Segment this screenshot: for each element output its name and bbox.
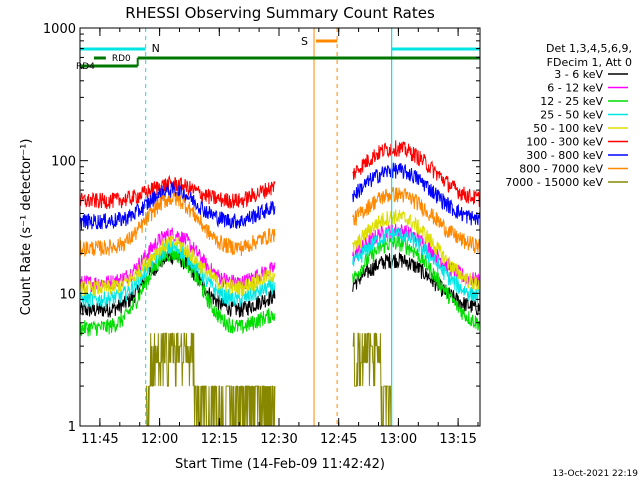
y-axis-label: Count Rate (s⁻¹ detector⁻¹) xyxy=(19,139,34,316)
saa-label: S xyxy=(301,35,308,48)
y-tick-label: 100 xyxy=(51,155,76,170)
x-tick-label: 12:30 xyxy=(260,432,297,447)
legend-header-line: Det 1,3,4,5,6,9, xyxy=(546,42,632,55)
series-line-8-2 xyxy=(352,332,392,426)
series-line-5-1 xyxy=(80,174,276,210)
x-tick-label: 12:00 xyxy=(141,432,178,447)
legend-entry-label: 50 - 100 keV xyxy=(533,122,603,135)
x-tick-label: 12:45 xyxy=(320,432,357,447)
series-line-2-2 xyxy=(352,235,480,331)
legend-entry-label: 25 - 50 keV xyxy=(540,109,603,122)
y-tick-label: 1000 xyxy=(43,22,76,37)
x-tick-label: 13:15 xyxy=(439,432,476,447)
x-tick-label: 13:00 xyxy=(380,432,417,447)
series-line-5-2 xyxy=(352,140,480,207)
series-line-4-1 xyxy=(80,235,276,297)
legend-entry-label: 7000 - 15000 keV xyxy=(505,176,603,189)
legend: Det 1,3,4,5,6,9,FDecim 1, Att 03 - 6 keV… xyxy=(505,42,632,189)
legend-header-line: FDecim 1, Att 0 xyxy=(547,56,632,69)
legend-entry-label: 3 - 6 keV xyxy=(554,68,603,81)
series-line-0-2 xyxy=(352,252,480,316)
y-tick-label: 10 xyxy=(59,287,76,302)
chart-title: RHESSI Observing Summary Count Rates xyxy=(125,4,435,22)
legend-entry-label: 100 - 300 keV xyxy=(526,136,603,149)
legend-entry-label: 6 - 12 keV xyxy=(547,82,603,95)
series-layer xyxy=(80,140,480,426)
legend-entry-label: 12 - 25 keV xyxy=(540,95,603,108)
x-axis-label: Start Time (14-Feb-09 11:42:42) xyxy=(175,457,385,472)
night-label: N xyxy=(152,42,160,55)
rd0-label: RD0 xyxy=(112,54,131,64)
footer-date: 13-Oct-2021 22:19 xyxy=(553,469,639,479)
axes-layer: 11:45 12:00 12:15 12:30 12:45 13:00 13:15 1 10 10… xyxy=(43,22,480,447)
plot-frame xyxy=(79,27,481,427)
series-line-7-1 xyxy=(80,191,276,257)
series-line-8-1 xyxy=(145,332,276,426)
series-line-4-2 xyxy=(352,209,480,291)
series-line-2-1 xyxy=(80,247,276,337)
series-line-3-2 xyxy=(352,227,480,306)
x-tick-label: 11:45 xyxy=(81,432,118,447)
annotation-layer: N S RD0 RD4 xyxy=(76,28,480,426)
legend-entry-label: 800 - 7000 keV xyxy=(519,163,603,176)
rd4-label: RD4 xyxy=(76,62,95,72)
x-tick-label: 12:15 xyxy=(201,432,238,447)
series-line-7-2 xyxy=(352,186,480,254)
series-line-6-2 xyxy=(352,162,480,226)
legend-entry-label: 300 - 800 keV xyxy=(526,149,603,162)
y-tick-label: 1 xyxy=(68,420,76,435)
